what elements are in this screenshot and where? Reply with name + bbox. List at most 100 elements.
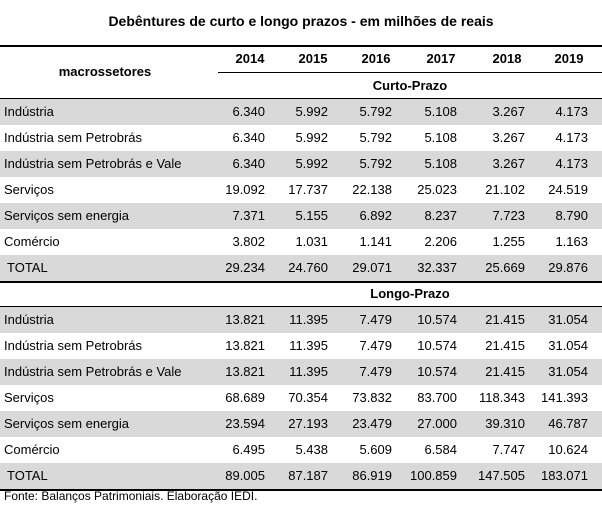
- value-cell: 5.792: [359, 104, 392, 119]
- value-cell: 27.000: [417, 416, 457, 431]
- table-row: [0, 203, 602, 229]
- value-cell: 89.005: [225, 468, 265, 483]
- value-cell: 21.415: [485, 364, 525, 379]
- value-cell: 4.173: [555, 156, 588, 171]
- value-cell: 7.723: [492, 208, 525, 223]
- value-cell: 5.992: [295, 156, 328, 171]
- value-cell: 8.237: [424, 208, 457, 223]
- section-rule: [0, 98, 602, 99]
- value-cell: 10.624: [548, 442, 588, 457]
- year-header: 2018: [492, 51, 522, 66]
- total-row: [0, 463, 602, 489]
- year-header: 2016: [361, 51, 391, 66]
- value-cell: 31.054: [548, 364, 588, 379]
- value-cell: 6.584: [424, 442, 457, 457]
- value-cell: 11.395: [289, 364, 328, 379]
- total-rule: [0, 489, 602, 491]
- value-cell: 3.267: [492, 130, 525, 145]
- value-cell: 11.395: [289, 312, 328, 327]
- value-cell: 21.415: [485, 338, 525, 353]
- value-cell: 24.760: [288, 260, 328, 275]
- value-cell: 6.892: [359, 208, 392, 223]
- value-cell: 1.163: [555, 234, 588, 249]
- value-cell: 7.479: [359, 364, 392, 379]
- value-cell: 7.747: [492, 442, 525, 457]
- value-cell: 21.102: [485, 182, 525, 197]
- year-header: 2019: [554, 51, 584, 66]
- value-cell: 5.438: [295, 442, 328, 457]
- value-cell: 29.234: [225, 260, 265, 275]
- value-cell: 73.832: [352, 390, 392, 405]
- value-cell: 147.505: [478, 468, 525, 483]
- value-cell: 6.340: [232, 104, 265, 119]
- value-cell: 86.919: [352, 468, 392, 483]
- row-label: Indústria sem Petrobrás: [4, 130, 143, 145]
- row-label: Indústria: [4, 104, 54, 119]
- source-footer: Fonte: Balanços Patrimoniais. Elaboração…: [4, 489, 258, 503]
- value-cell: 27.193: [288, 416, 328, 431]
- value-cell: 183.071: [541, 468, 588, 483]
- value-cell: 5.792: [359, 156, 392, 171]
- row-label: Serviços: [4, 390, 54, 405]
- value-cell: 3.267: [492, 104, 525, 119]
- value-cell: 31.054: [548, 312, 588, 327]
- value-cell: 13.821: [225, 364, 265, 379]
- section-rule: [0, 306, 602, 307]
- value-cell: 46.787: [548, 416, 588, 431]
- value-cell: 32.337: [417, 260, 457, 275]
- years-underline: [218, 72, 602, 73]
- total-row: [0, 255, 602, 281]
- section-label: Longo-Prazo: [370, 286, 450, 301]
- value-cell: 39.310: [485, 416, 525, 431]
- value-cell: 87.187: [288, 468, 328, 483]
- value-cell: 5.108: [424, 130, 457, 145]
- value-cell: 4.173: [555, 104, 588, 119]
- value-cell: 10.574: [417, 312, 457, 327]
- value-cell: 7.371: [232, 208, 265, 223]
- value-cell: 6.340: [232, 130, 265, 145]
- header-label: macrossetores: [58, 64, 152, 79]
- value-cell: 83.700: [417, 390, 457, 405]
- value-cell: 8.790: [555, 208, 588, 223]
- table-row: [0, 411, 602, 437]
- value-cell: 10.574: [417, 364, 457, 379]
- value-cell: 3.267: [492, 156, 525, 171]
- year-header: 2014: [235, 51, 265, 66]
- total-rule: [0, 281, 602, 283]
- year-header: 2015: [298, 51, 328, 66]
- table-row: [0, 151, 602, 177]
- value-cell: 29.071: [352, 260, 392, 275]
- table-row: [0, 307, 602, 333]
- row-label: Indústria sem Petrobrás e Vale: [4, 156, 182, 171]
- value-cell: 5.609: [359, 442, 392, 457]
- value-cell: 25.023: [417, 182, 457, 197]
- value-cell: 5.992: [295, 104, 328, 119]
- value-cell: 7.479: [359, 312, 392, 327]
- value-cell: 31.054: [548, 338, 588, 353]
- value-cell: 5.992: [295, 130, 328, 145]
- row-label: Indústria: [4, 312, 54, 327]
- year-header: 2017: [426, 51, 456, 66]
- value-cell: 29.876: [548, 260, 588, 275]
- row-label: TOTAL: [7, 468, 48, 483]
- row-label: TOTAL: [7, 260, 48, 275]
- value-cell: 13.821: [225, 338, 265, 353]
- value-cell: 5.108: [424, 156, 457, 171]
- value-cell: 68.689: [225, 390, 265, 405]
- value-cell: 25.669: [485, 260, 525, 275]
- value-cell: 7.479: [359, 338, 392, 353]
- value-cell: 19.092: [225, 182, 265, 197]
- value-cell: 1.031: [295, 234, 328, 249]
- value-cell: 11.395: [289, 338, 328, 353]
- row-label: Comércio: [4, 234, 60, 249]
- value-cell: 17.737: [288, 182, 328, 197]
- value-cell: 4.173: [555, 130, 588, 145]
- value-cell: 21.415: [485, 312, 525, 327]
- row-label: Serviços sem energia: [4, 416, 129, 431]
- table-title: Debêntures de curto e longo prazos - em …: [108, 13, 494, 29]
- row-label: Serviços sem energia: [4, 208, 129, 223]
- value-cell: 10.574: [417, 338, 457, 353]
- value-cell: 5.155: [295, 208, 328, 223]
- value-cell: 141.393: [541, 390, 588, 405]
- value-cell: 6.495: [232, 442, 265, 457]
